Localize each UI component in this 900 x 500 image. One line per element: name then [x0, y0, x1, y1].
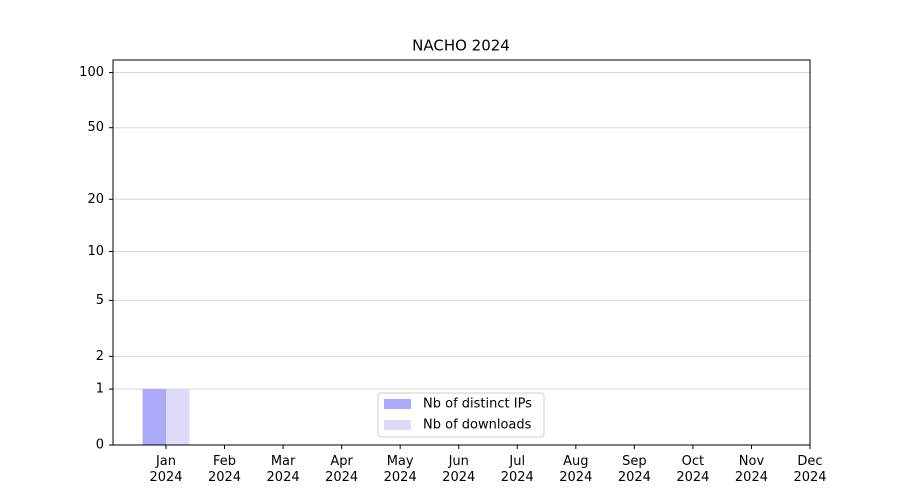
- y-tick-label: 2: [96, 349, 104, 364]
- x-tick-label: Sep 2024: [617, 454, 651, 485]
- x-tick-label: Oct 2024: [676, 454, 710, 485]
- legend-label: Nb of distinct IPs: [423, 397, 532, 412]
- y-tick-label: 10: [87, 244, 104, 259]
- x-tick-label: Jan 2024: [149, 454, 183, 485]
- legend-box: [377, 392, 545, 438]
- x-tick-label: Jun 2024: [442, 454, 476, 485]
- y-tick-label: 1: [96, 382, 104, 397]
- x-tick-label: May 2024: [383, 454, 417, 485]
- chart-title: NACHO 2024: [412, 37, 510, 55]
- x-tick-label: Dec 2024: [793, 454, 827, 485]
- bar: [166, 389, 190, 445]
- x-tick-label: Mar 2024: [266, 454, 300, 485]
- x-tick-label: Nov 2024: [734, 454, 768, 485]
- legend-swatch: [384, 420, 411, 430]
- legend-label: Nb of downloads: [423, 418, 532, 433]
- y-tick-label: 50: [87, 120, 104, 135]
- x-tick-label: Aug 2024: [559, 454, 593, 485]
- plot-frame: [112, 59, 811, 446]
- y-tick-label: 5: [96, 293, 104, 308]
- legend-swatch: [384, 399, 411, 409]
- y-tick-label: 20: [87, 192, 104, 207]
- y-tick-label: 0: [96, 438, 104, 453]
- x-tick-label: Apr 2024: [325, 454, 359, 485]
- x-tick-label: Feb 2024: [207, 454, 242, 485]
- y-tick-label: 100: [79, 65, 104, 80]
- x-tick-label: Jul 2024: [500, 454, 534, 485]
- bar: [142, 389, 166, 445]
